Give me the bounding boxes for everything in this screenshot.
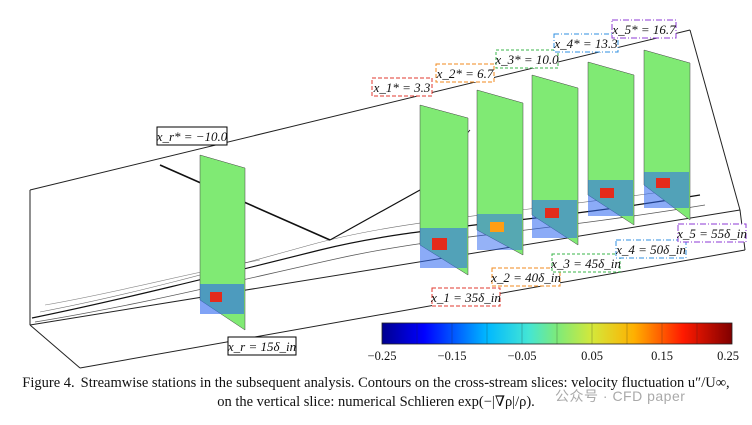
label-x1-delta: x_1 = 35δ_in xyxy=(430,287,501,307)
colorbar-tick-3: −0.05 xyxy=(508,349,537,363)
figure-illustration: x_r* = −10.0 x_1* = 3.3 x_2* = 6.7 x_3* … xyxy=(29,19,747,369)
label-x2-delta-text: x_2 = 40δ_in xyxy=(490,270,561,285)
label-xr-delta-text: x_r = 15δ_in xyxy=(227,339,296,354)
colorbar-tick-1: −0.25 xyxy=(368,349,397,363)
label-x4-delta: x_4 = 50δ_in xyxy=(615,239,687,259)
colorbar-tick-6: 0.25 xyxy=(717,349,739,363)
slice-4 xyxy=(587,61,635,226)
slice-2 xyxy=(476,89,524,256)
colorbar: −0.25 −0.15 −0.05 0.05 0.15 0.25 xyxy=(368,322,739,363)
label-x2-delta: x_2 = 40δ_in xyxy=(490,267,561,287)
label-x2-star: x_2* = 6.7 xyxy=(435,63,495,83)
channel-outline xyxy=(29,29,746,369)
label-x5-star-text: x_5* = 16.7 xyxy=(611,22,676,37)
label-x4-delta-text: x_4 = 50δ_in xyxy=(615,242,686,257)
figure-caption: Figure 4. Streamwise stations in the subs… xyxy=(20,374,732,412)
colorbar-tick-5: 0.15 xyxy=(651,349,673,363)
label-xr-star: x_r* = −10.0 xyxy=(156,126,228,146)
slice-5 xyxy=(643,49,691,221)
label-x3-star-text: x_3* = 10.0 xyxy=(494,52,559,67)
label-x3-star: x_3* = 10.0 xyxy=(494,49,559,69)
label-x5-delta: x_5 = 55δ_in xyxy=(676,223,747,243)
label-xr-delta: x_r = 15δ_in xyxy=(227,336,297,356)
slice-1 xyxy=(419,104,469,276)
watermark: 公众号 · CFD paper xyxy=(555,388,686,404)
label-xr-star-text: x_r* = −10.0 xyxy=(156,129,228,144)
colorbar-tick-4: 0.05 xyxy=(581,349,603,363)
label-x4-star-text: x_4* = 13.3 xyxy=(553,36,618,51)
caption-text: Streamwise stations in the subsequent an… xyxy=(80,375,730,410)
colorbar-tick-2: −0.15 xyxy=(438,349,467,363)
label-x1-star-text: x_1* = 3.3 xyxy=(373,80,431,95)
label-x4-star: x_4* = 13.3 xyxy=(553,33,619,53)
label-x1-star: x_1* = 3.3 xyxy=(371,77,433,97)
label-x3-delta: x_3 = 45δ_in xyxy=(550,253,621,273)
slice-r xyxy=(199,154,246,331)
label-x3-delta-text: x_3 = 45δ_in xyxy=(550,256,621,271)
label-x5-delta-text: x_5 = 55δ_in xyxy=(676,226,747,241)
label-x2-star-text: x_2* = 6.7 xyxy=(436,66,494,81)
station-labels-delta: x_r = 15δ_in x_1 = 35δ_in x_2 = 40δ_in x… xyxy=(227,223,747,356)
slice-3 xyxy=(531,74,579,246)
label-x5-star: x_5* = 16.7 xyxy=(611,19,677,39)
label-x1-delta-text: x_1 = 35δ_in xyxy=(430,290,501,305)
station-labels-star: x_r* = −10.0 x_1* = 3.3 x_2* = 6.7 x_3* … xyxy=(156,19,677,146)
figure-number: Figure 4. xyxy=(22,375,75,391)
